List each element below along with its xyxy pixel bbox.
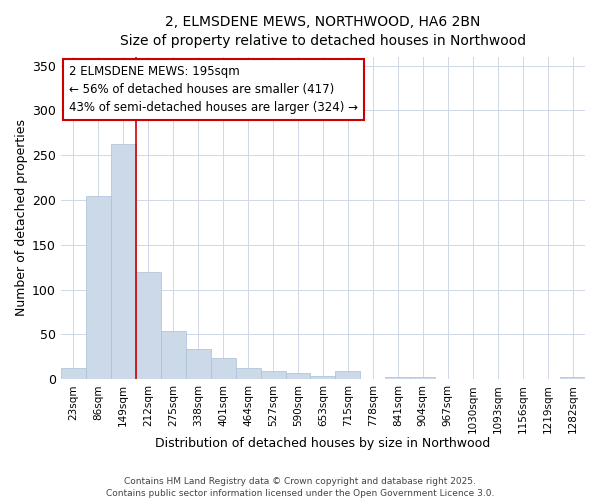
Text: 2 ELMSDENE MEWS: 195sqm
← 56% of detached houses are smaller (417)
43% of semi-d: 2 ELMSDENE MEWS: 195sqm ← 56% of detache… bbox=[69, 64, 358, 114]
Bar bbox=[260, 371, 286, 379]
Y-axis label: Number of detached properties: Number of detached properties bbox=[15, 120, 28, 316]
Bar bbox=[161, 331, 185, 379]
Bar bbox=[286, 373, 310, 379]
Bar bbox=[236, 368, 260, 379]
Bar bbox=[310, 376, 335, 379]
Bar bbox=[410, 376, 435, 379]
Bar bbox=[61, 368, 86, 379]
Bar bbox=[86, 196, 111, 379]
Bar bbox=[335, 371, 361, 379]
Title: 2, ELMSDENE MEWS, NORTHWOOD, HA6 2BN
Size of property relative to detached house: 2, ELMSDENE MEWS, NORTHWOOD, HA6 2BN Siz… bbox=[120, 15, 526, 48]
Bar bbox=[211, 358, 236, 379]
Text: Contains HM Land Registry data © Crown copyright and database right 2025.
Contai: Contains HM Land Registry data © Crown c… bbox=[106, 476, 494, 498]
Bar bbox=[385, 376, 410, 379]
Bar bbox=[136, 272, 161, 379]
Bar bbox=[111, 144, 136, 379]
Bar bbox=[185, 349, 211, 379]
Bar bbox=[560, 378, 585, 379]
X-axis label: Distribution of detached houses by size in Northwood: Distribution of detached houses by size … bbox=[155, 437, 491, 450]
